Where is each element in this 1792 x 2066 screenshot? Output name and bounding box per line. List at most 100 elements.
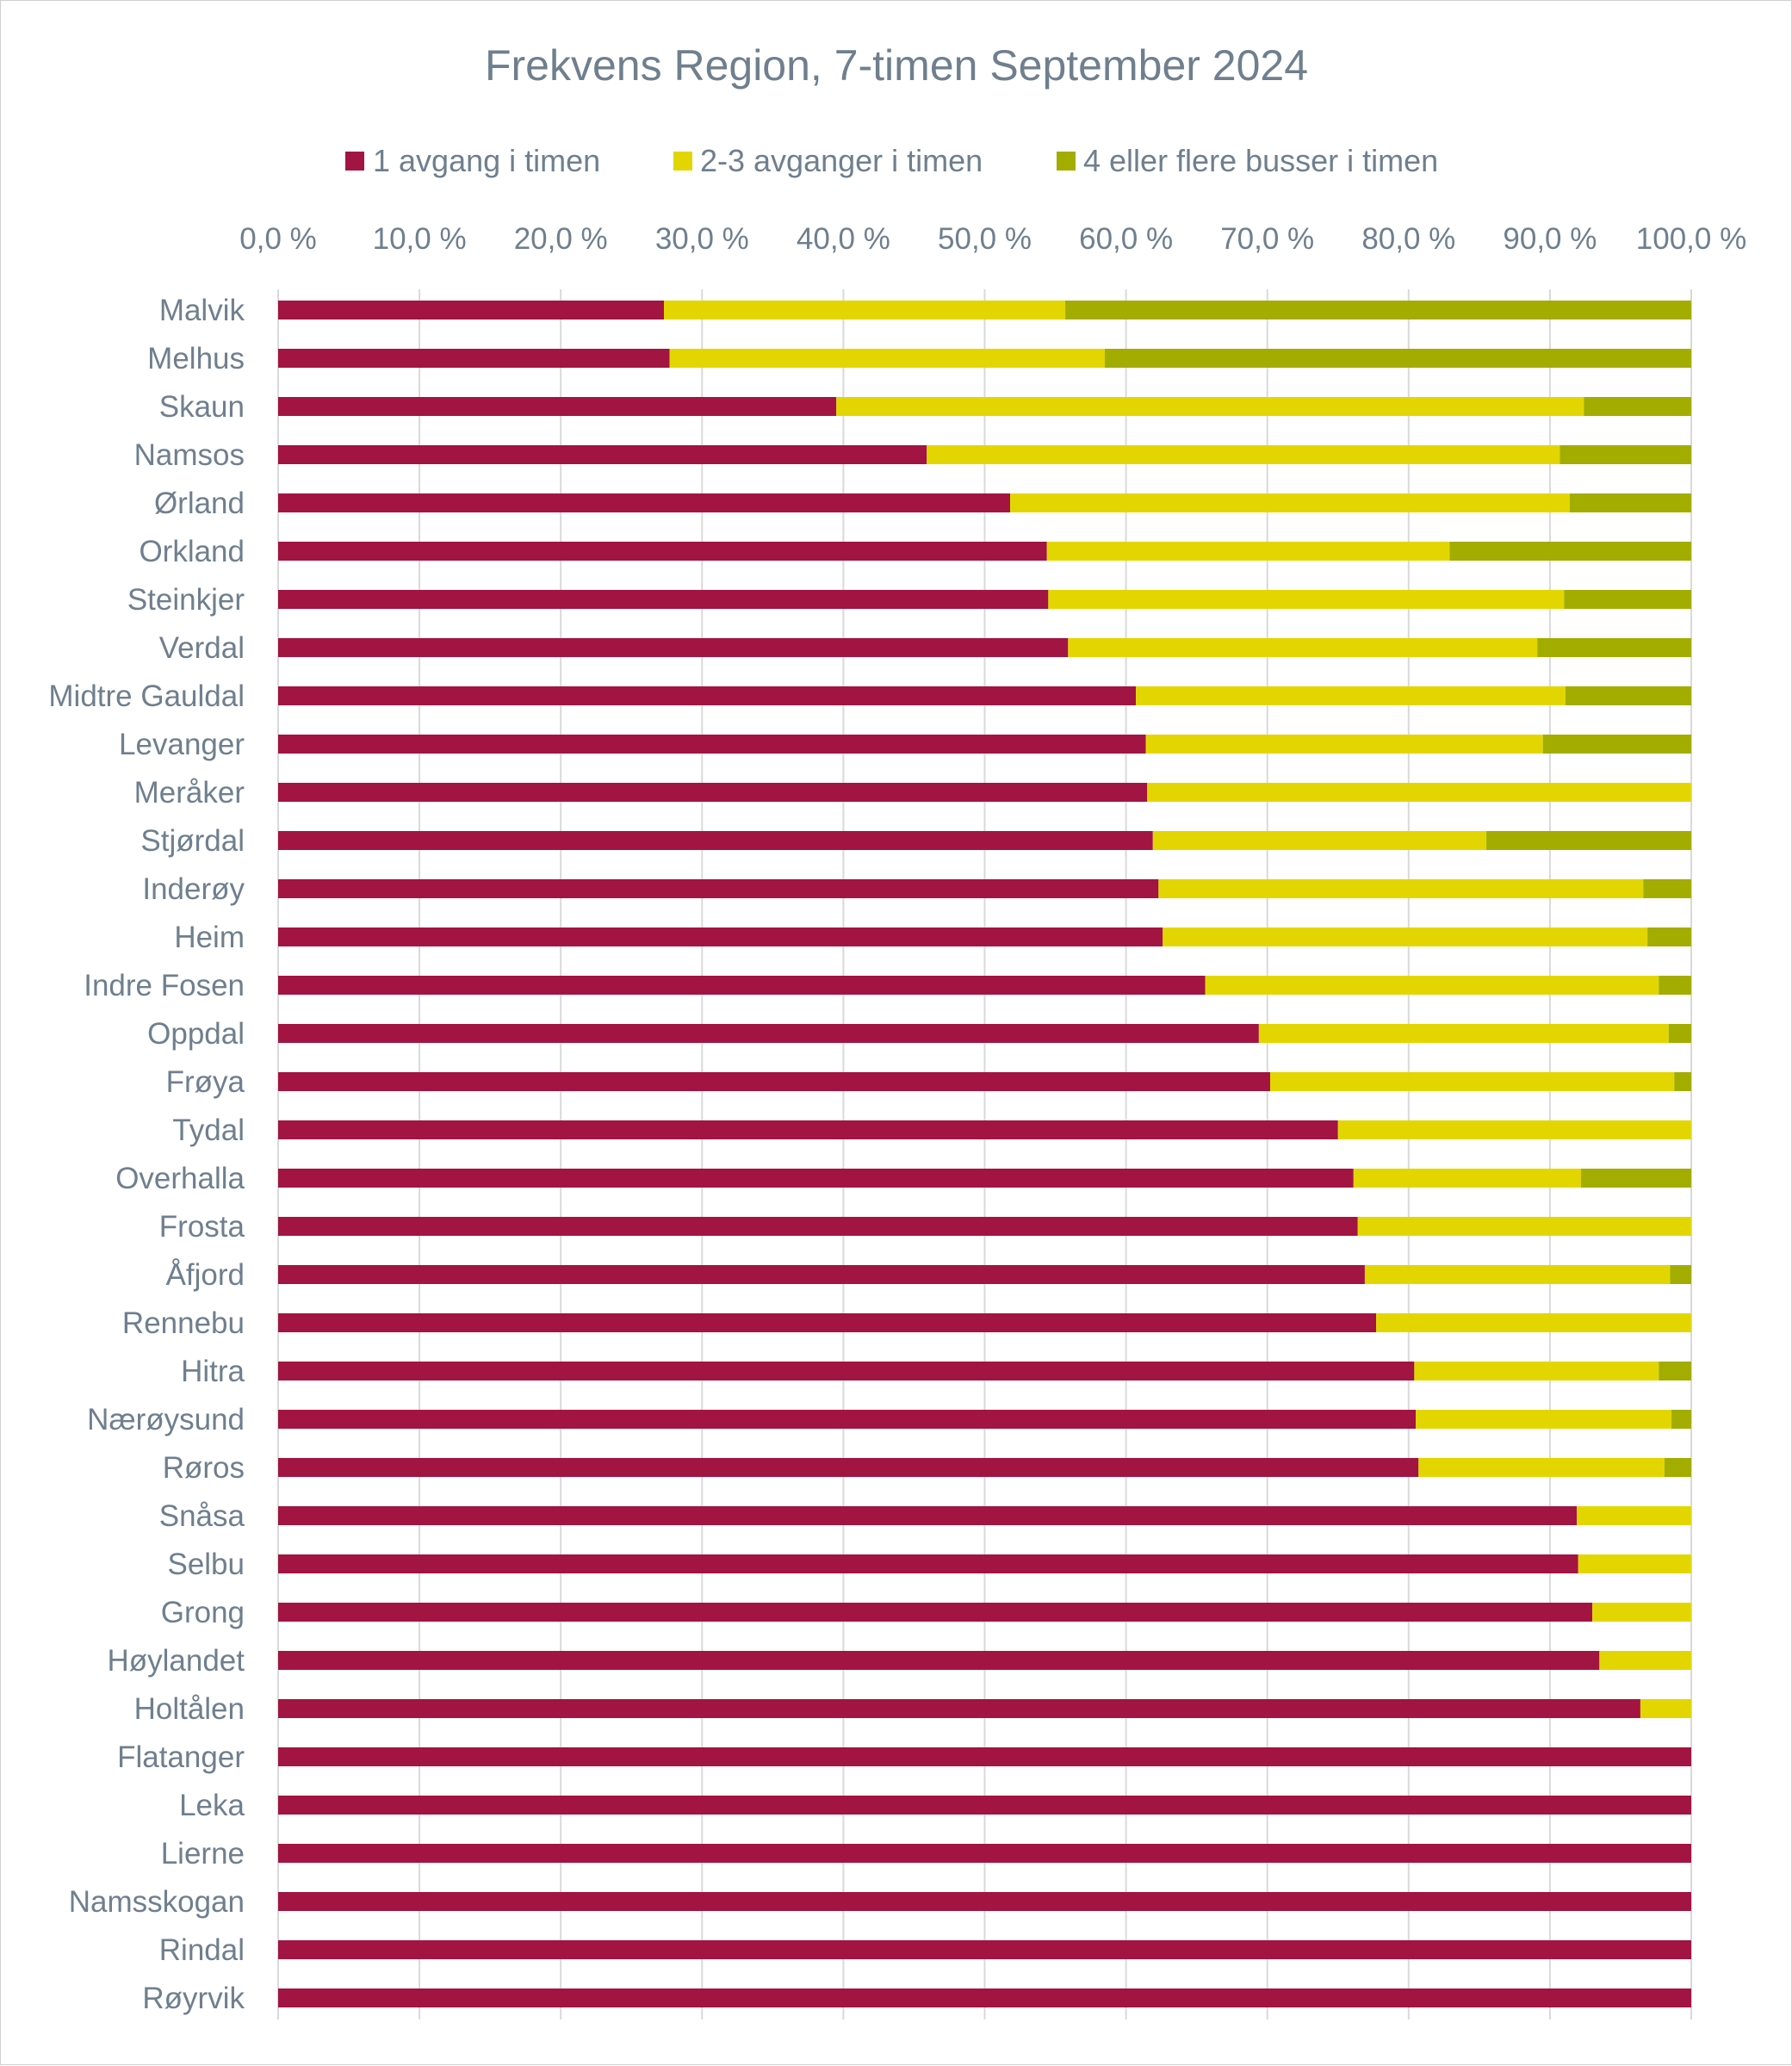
category-label: Grong	[161, 1596, 245, 1629]
bar-segment	[1147, 783, 1691, 802]
bar-segment	[278, 879, 1159, 898]
category-label: Snåsa	[159, 1499, 245, 1533]
bar-segment	[1578, 1554, 1691, 1573]
bar-segment	[1668, 1024, 1691, 1043]
bar-segment	[1559, 445, 1691, 464]
bar-segment	[278, 1506, 1578, 1525]
bar-segment	[1416, 1410, 1672, 1429]
category-label: Lierne	[161, 1837, 245, 1871]
category-label: Oppdal	[147, 1017, 245, 1051]
category-label: Flatanger	[117, 1740, 245, 1774]
category-label: Tydal	[172, 1114, 245, 1147]
bar-segment	[1577, 1506, 1691, 1525]
category-label: Rennebu	[122, 1306, 245, 1340]
bar-segment	[663, 301, 1066, 320]
bar-segment	[1674, 1072, 1691, 1091]
x-tick-label: 100,0 %	[1636, 222, 1746, 256]
bar-segment	[278, 1169, 1354, 1188]
bar-segment	[1152, 831, 1487, 850]
bar-segment	[1542, 735, 1691, 754]
legend-label: 2-3 avganger i timen	[700, 143, 983, 178]
legend-label: 1 avgang i timen	[373, 143, 600, 178]
bar-segment	[1449, 542, 1691, 561]
bar-segment	[278, 1072, 1270, 1091]
category-label: Midtre Gauldal	[48, 679, 245, 713]
bar-segment	[278, 1265, 1365, 1284]
bar-segment	[1364, 1265, 1671, 1284]
bar-segment	[278, 1699, 1640, 1718]
bar-segment	[1136, 686, 1566, 705]
bar-segment	[1010, 493, 1570, 512]
bar-segment	[1599, 1651, 1691, 1670]
bar-segment	[278, 542, 1047, 561]
bar-segment	[278, 1747, 1691, 1766]
bar-segment	[927, 445, 1560, 464]
bar-segment	[1337, 1120, 1691, 1139]
bar-segment	[1376, 1313, 1691, 1332]
legend-swatch	[673, 152, 692, 171]
category-label: Verdal	[159, 631, 245, 665]
chart-title: Frekvens Region, 7-timen September 2024	[485, 41, 1308, 90]
bar-segment	[278, 638, 1069, 657]
x-tick-label: 20,0 %	[514, 222, 608, 256]
bar-segment	[278, 1892, 1691, 1911]
bar-segment	[1258, 1024, 1669, 1043]
bar-segment	[1569, 493, 1691, 512]
bar-segment	[278, 349, 670, 368]
category-label: Ørland	[154, 487, 245, 520]
category-label: Nærøysund	[87, 1403, 245, 1436]
category-label: Hitra	[181, 1355, 245, 1388]
category-label: Namsos	[134, 438, 245, 472]
bar-segment	[278, 1796, 1691, 1815]
x-tick-label: 50,0 %	[938, 222, 1032, 256]
category-label: Melhus	[147, 342, 245, 375]
bar-segment	[1414, 1362, 1659, 1380]
bar-segment	[278, 301, 664, 320]
bar-segment	[278, 1362, 1415, 1380]
bar-segment	[1640, 1699, 1691, 1718]
bar-segment	[1163, 928, 1648, 946]
category-label: Malvik	[159, 294, 245, 327]
bar-segment	[278, 1554, 1578, 1573]
bar-segment	[278, 928, 1163, 946]
bar-segment	[1269, 1072, 1675, 1091]
bar-segment	[1104, 349, 1691, 368]
bar-segment	[278, 1988, 1691, 2007]
bar-segment	[1418, 1458, 1665, 1477]
bar-segment	[278, 1313, 1377, 1332]
category-label: Røyrvik	[142, 1982, 245, 2015]
category-label: Selbu	[167, 1548, 245, 1581]
category-label: Høylandet	[107, 1644, 245, 1678]
category-label: Levanger	[119, 728, 245, 761]
bar-segment	[1659, 976, 1691, 995]
bar-segment	[1584, 397, 1691, 416]
bar-segment	[278, 831, 1153, 850]
bar-segment	[1671, 1410, 1691, 1429]
bar-segment	[1564, 590, 1691, 609]
bar-segment	[278, 686, 1137, 705]
bar-segment	[1670, 1265, 1691, 1284]
bar-segment	[1659, 1362, 1691, 1380]
category-label: Skaun	[159, 390, 245, 424]
bar-segment	[836, 397, 1584, 416]
bar-segment	[1145, 735, 1543, 754]
category-label: Namsskogan	[69, 1885, 245, 1919]
x-tick-label: 70,0 %	[1220, 222, 1314, 256]
bar-segment	[1048, 590, 1565, 609]
bar-segment	[1205, 976, 1659, 995]
category-label: Rindal	[159, 1933, 245, 1967]
bar-segment	[278, 1024, 1259, 1043]
bar-segment	[1643, 879, 1691, 898]
category-label: Meråker	[134, 776, 245, 810]
bar-segment	[1065, 301, 1691, 320]
category-label: Røros	[163, 1451, 245, 1485]
category-label: Leka	[179, 1789, 245, 1822]
x-tick-label: 60,0 %	[1079, 222, 1173, 256]
bar-segment	[1353, 1169, 1582, 1188]
category-label: Overhalla	[115, 1162, 245, 1195]
bar-segment	[278, 445, 927, 464]
bar-segment	[278, 1120, 1338, 1139]
bar-segment	[278, 1458, 1419, 1477]
